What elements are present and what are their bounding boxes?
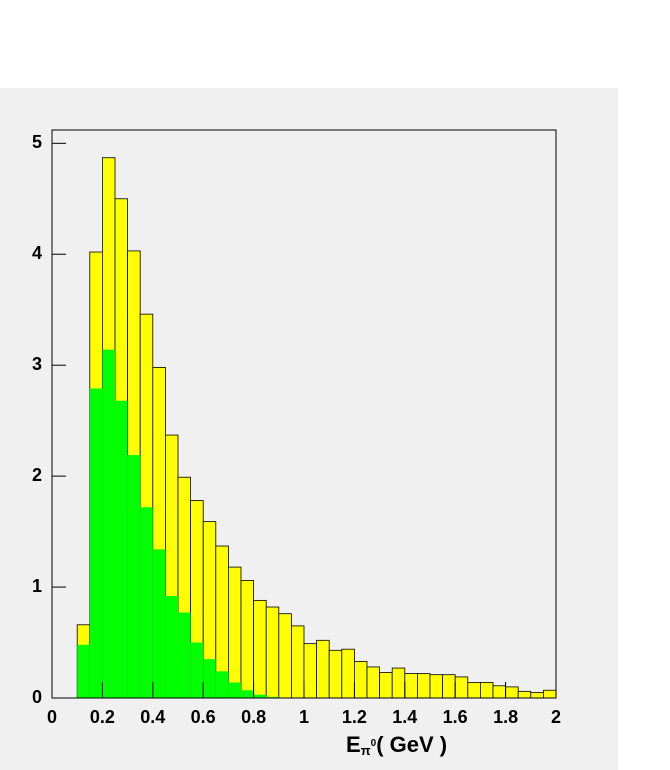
x-tick-label: 1.2 <box>342 707 367 727</box>
x-tick-label: 1 <box>299 707 309 727</box>
histogram-bar <box>178 612 191 698</box>
histogram-bar <box>127 455 141 698</box>
x-label-main: E <box>346 732 361 757</box>
histogram-bar <box>341 648 355 699</box>
histogram-bar <box>165 595 178 698</box>
histogram-bar <box>404 673 418 699</box>
histogram-bar <box>492 685 507 699</box>
x-tick-label: 0.6 <box>191 707 216 727</box>
y-tick-label: 5 <box>32 132 42 152</box>
x-tick-label: 0.8 <box>241 707 266 727</box>
histogram-bar <box>353 660 368 699</box>
x-tick-label: 0.2 <box>90 707 115 727</box>
histogram-bar <box>253 599 267 699</box>
histogram-bar <box>77 644 90 698</box>
histogram-bar <box>454 676 469 699</box>
histogram-bar <box>241 690 254 698</box>
y-tick-label: 0 <box>32 687 42 707</box>
x-tick-label: 1.6 <box>443 707 468 727</box>
histogram-bar <box>253 694 267 698</box>
histogram-bar <box>227 566 242 699</box>
histogram-bar <box>379 672 393 699</box>
histogram-bar <box>278 613 292 699</box>
histogram-bar <box>391 667 406 699</box>
histogram-bar <box>265 606 280 699</box>
histogram-bar <box>543 689 557 699</box>
x-tick-label: 2 <box>551 707 561 727</box>
plot-area <box>76 157 557 699</box>
histogram-bar <box>115 400 128 698</box>
histogram-bar <box>530 692 544 699</box>
histogram-bar <box>303 643 318 699</box>
histogram-bar <box>505 686 519 699</box>
x-axis-label: Eπ0( GeV ) <box>346 732 447 759</box>
histogram-bar <box>228 682 241 698</box>
x-tick-label: 1.4 <box>392 707 417 727</box>
x-label-rest: ( GeV ) <box>376 732 447 757</box>
histogram-bar <box>290 625 305 699</box>
histogram-bar <box>467 682 481 699</box>
y-tick-label: 4 <box>32 243 42 263</box>
histogram-bar <box>479 682 494 699</box>
histogram-bar <box>266 696 279 698</box>
histogram-bar <box>140 507 153 698</box>
y-tick-label: 3 <box>32 354 42 374</box>
histogram-bar <box>152 549 166 698</box>
histogram-bar <box>215 671 229 698</box>
histogram-bar <box>240 580 255 699</box>
histogram-bar <box>316 639 330 699</box>
histogram-bar <box>429 674 444 699</box>
histogram-bar <box>366 666 381 699</box>
y-tick-label: 2 <box>32 465 42 485</box>
y-tick-label: 1 <box>32 576 42 596</box>
x-tick-label: 0 <box>47 707 57 727</box>
histogram-bar <box>203 659 216 698</box>
histogram-bar <box>442 674 456 699</box>
histogram-bar <box>102 349 115 698</box>
histogram-bar <box>190 642 204 698</box>
histogram-bar <box>328 649 343 699</box>
x-label-sup: 0 <box>371 738 377 749</box>
x-tick-label: 1.8 <box>493 707 518 727</box>
histogram-bar <box>416 673 431 699</box>
x-label-sub: π <box>361 743 371 758</box>
histogram-bar <box>517 690 532 699</box>
x-tick-label: 0.4 <box>140 707 165 727</box>
histogram-bar <box>89 388 103 698</box>
